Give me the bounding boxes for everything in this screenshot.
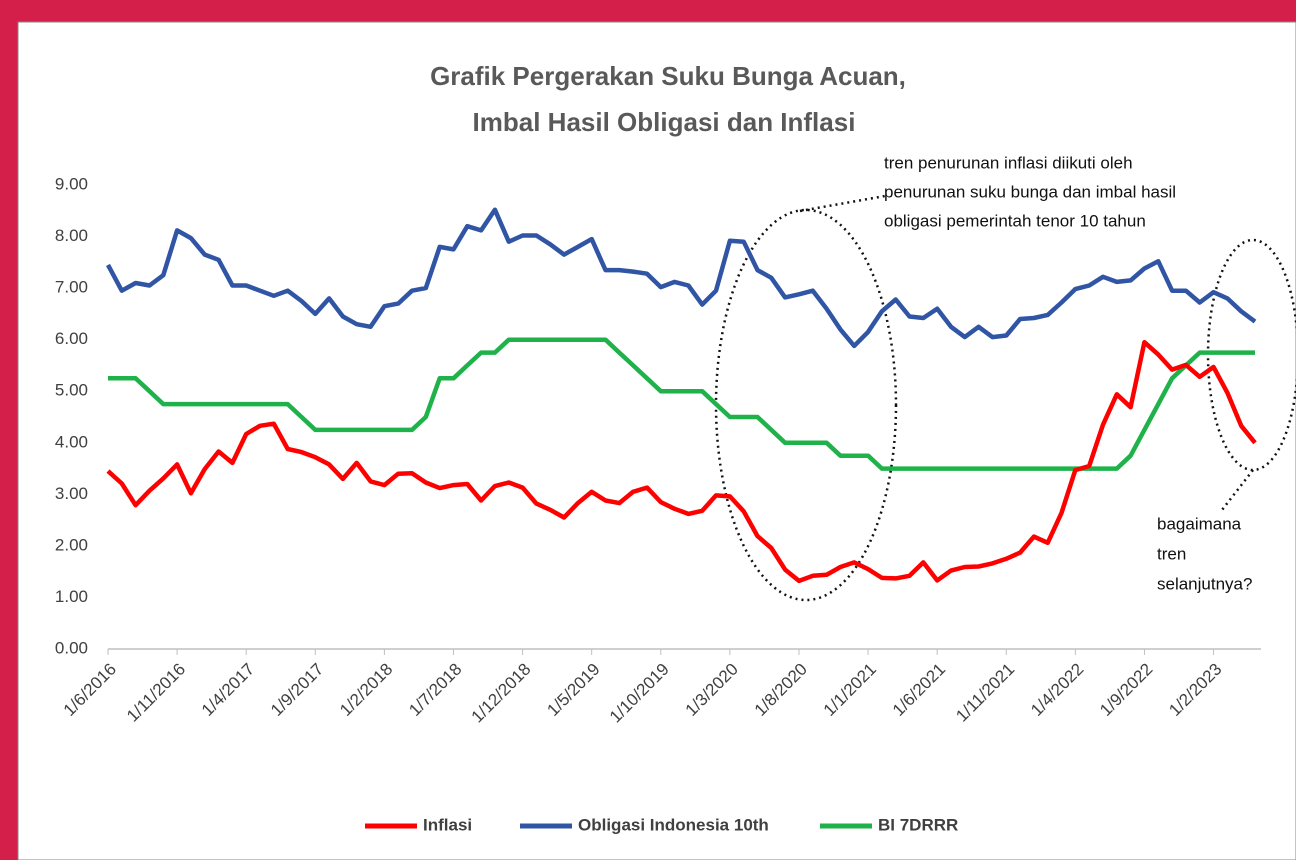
chart-panel xyxy=(17,21,1296,860)
annotation: tren penurunan inflasi diikuti oleh xyxy=(884,153,1133,172)
y-tick-label: 3.00 xyxy=(55,484,88,503)
y-tick-label: 2.00 xyxy=(55,535,88,554)
y-tick-label: 9.00 xyxy=(55,174,88,193)
chart-title: Imbal Hasil Obligasi dan Inflasi xyxy=(473,107,856,137)
y-tick-label: 0.00 xyxy=(55,638,88,657)
legend-label: BI 7DRRR xyxy=(878,815,958,834)
legend-label: Obligasi Indonesia 10th xyxy=(578,815,769,834)
legend-label: Inflasi xyxy=(423,815,472,834)
series-line xyxy=(106,339,1257,584)
y-tick-label: 6.00 xyxy=(55,329,88,348)
annotation: bagaimana xyxy=(1157,514,1242,533)
annotation: tren xyxy=(1157,544,1186,563)
annotation: penurunan suku bunga dan imbal hasil xyxy=(884,182,1176,201)
series-line xyxy=(108,337,1255,471)
y-tick-label: 1.00 xyxy=(55,587,88,606)
y-tick-label: 8.00 xyxy=(55,226,88,245)
series-line xyxy=(106,207,1257,349)
connector xyxy=(799,194,886,213)
y-tick-label: 7.00 xyxy=(55,278,88,297)
y-tick-label: 5.00 xyxy=(55,381,88,400)
annotation: obligasi pemerintah tenor 10 tahun xyxy=(884,211,1146,230)
connector xyxy=(1221,469,1254,511)
y-tick-label: 4.00 xyxy=(55,432,88,451)
chart-title: Grafik Pergerakan Suku Bunga Acuan, xyxy=(430,61,906,91)
annotation: selanjutnya? xyxy=(1157,574,1252,593)
